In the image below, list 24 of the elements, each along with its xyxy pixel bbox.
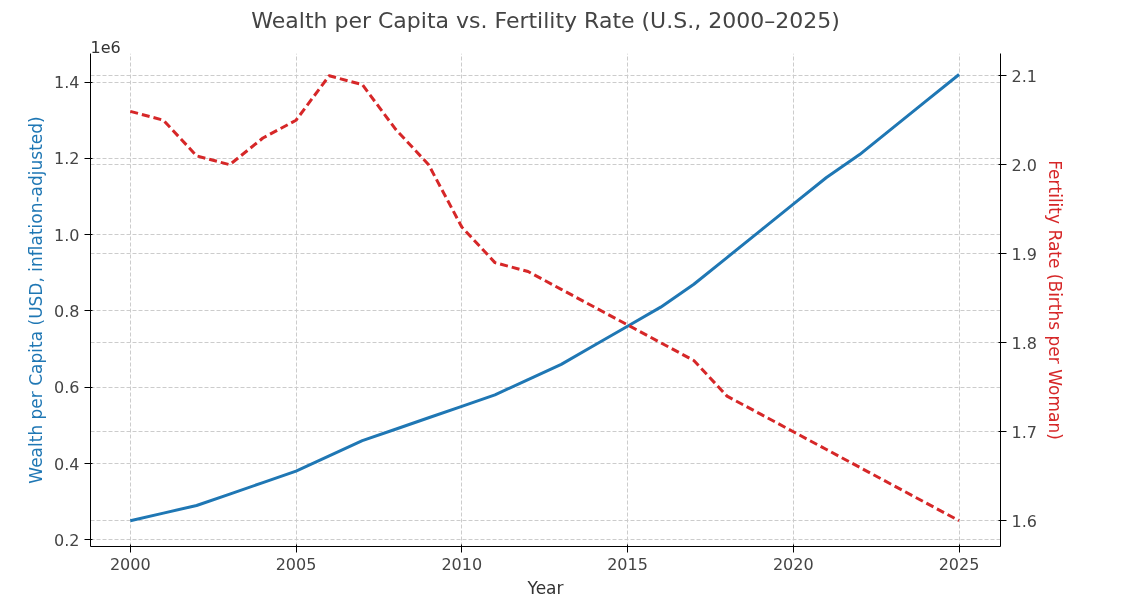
x-tick-label: 2020	[772, 554, 814, 574]
x-axis-title: Year	[526, 577, 564, 598]
y2-tick-label: 2.1	[1011, 66, 1037, 86]
y-axis-title: Wealth per Capita (USD, inflation-adjusted)	[26, 116, 47, 484]
y-tick-label: 1.2	[54, 149, 80, 169]
y2-axis-title: Fertility Rate (Births per Woman)	[1044, 160, 1065, 440]
x-tick-label: 2015	[607, 554, 648, 574]
y-tick-label: 1.0	[54, 225, 80, 245]
x-tick-label: 2025	[938, 554, 980, 574]
y-tick-label: 0.4	[54, 454, 80, 474]
y-tick-label: 0.6	[54, 378, 80, 398]
annotation: 1e6	[90, 37, 121, 57]
y-tick-label: 0.2	[54, 530, 80, 550]
y2-tick-label: 1.8	[1011, 333, 1037, 353]
y-tick-label: 0.8	[54, 301, 80, 321]
x-tick-label: 2010	[441, 554, 483, 574]
x-tick-label: 2005	[275, 554, 317, 574]
y-tick-label: 1.4	[54, 73, 80, 93]
x-tick-label: 2000	[109, 554, 151, 574]
chart-title: Wealth per Capita vs. Fertility Rate (U.S., 2000–2025)	[251, 7, 840, 33]
y2-tick-label: 1.6	[1011, 511, 1037, 531]
y2-tick-label: 2.0	[1011, 155, 1037, 175]
y2-tick-label: 1.7	[1011, 422, 1037, 442]
y2-tick-label: 1.9	[1011, 244, 1037, 264]
